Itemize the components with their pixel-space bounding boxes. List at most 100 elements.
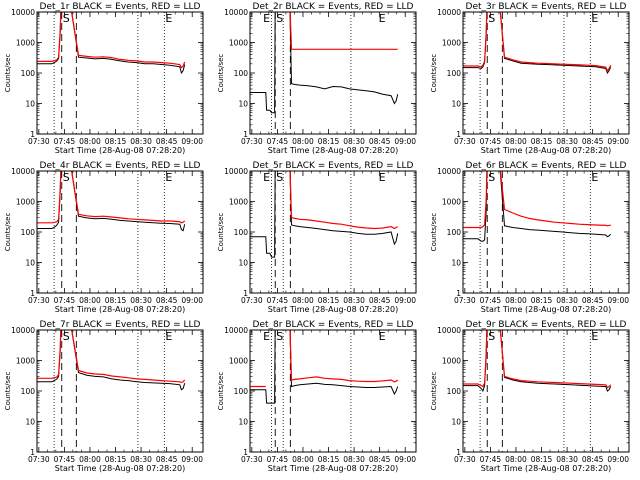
series-line-lld: [463, 330, 612, 389]
x-tick-label: 08:15: [105, 455, 127, 464]
y-tick-label: 1: [30, 448, 35, 457]
y-axis-label: Counts/sec: [217, 372, 225, 411]
x-tick-label: 08:15: [318, 455, 340, 464]
y-tick-label: 1000: [442, 198, 461, 207]
x-tick-label: 08:45: [369, 296, 391, 305]
plot-title: Det_9r BLACK = Events, RED = LLD: [466, 320, 627, 330]
x-tick-label: 09:00: [394, 137, 416, 146]
y-tick-label: 1: [30, 289, 35, 298]
plot-title: Det_8r BLACK = Events, RED = LLD: [253, 320, 414, 330]
y-tick-label: 10000: [11, 167, 35, 176]
x-tick-label: 08:45: [582, 296, 604, 305]
series-line-events: [37, 171, 186, 232]
x-tick-label: 07:30: [241, 296, 263, 305]
event-marker-s: S: [488, 330, 495, 343]
y-tick-label: 1000: [442, 357, 461, 366]
plot-frame: [36, 11, 204, 135]
x-tick-label: 08:45: [156, 455, 178, 464]
x-tick-label: 07:45: [480, 455, 502, 464]
y-tick-label: 1000: [16, 198, 35, 207]
event-marker-e: E: [165, 171, 172, 184]
series-line-lld: [289, 12, 398, 50]
series-line-events: [250, 171, 399, 258]
x-axis-label: Start Time (28-Aug-08 07:28:20): [268, 305, 399, 314]
plot-frame: [249, 329, 417, 453]
series-line-lld: [37, 330, 186, 384]
x-tick-label: 08:15: [318, 296, 340, 305]
y-tick-label: 100: [21, 69, 36, 78]
series-line-lld: [37, 12, 186, 69]
x-tick-label: 08:45: [156, 137, 178, 146]
event-marker-e: E: [263, 330, 270, 343]
plot-panel-1: Det_1r BLACK = Events, RED = LLD Counts/s…: [4, 2, 204, 155]
y-tick-label: 100: [21, 387, 36, 396]
event-marker-e: E: [379, 12, 386, 25]
y-tick-label: 100: [21, 228, 36, 237]
y-tick-label: 1000: [229, 39, 248, 48]
y-axis-label: Counts/sec: [430, 54, 438, 93]
series-line-events: [463, 171, 612, 242]
x-tick-label: 07:30: [28, 455, 50, 464]
x-tick-label: 08:15: [318, 137, 340, 146]
y-tick-label: 10000: [224, 8, 248, 17]
x-tick-label: 08:45: [156, 296, 178, 305]
x-tick-label: 08:45: [582, 137, 604, 146]
x-tick-label: 08:30: [343, 137, 365, 146]
event-marker-e: E: [591, 171, 598, 184]
y-tick-label: 10000: [437, 167, 461, 176]
event-marker-s: S: [276, 330, 283, 343]
x-tick-label: 07:30: [241, 137, 263, 146]
x-tick-label: 07:30: [241, 455, 263, 464]
x-tick-label: 07:30: [454, 137, 476, 146]
x-tick-label: 08:30: [130, 137, 152, 146]
plot-panel-8: Det_8r BLACK = Events, RED = LLD Counts/s…: [217, 320, 417, 473]
x-axis-label: Start Time (28-Aug-08 07:28:20): [55, 305, 186, 314]
x-tick-label: 08:45: [369, 137, 391, 146]
series-line-lld: [463, 12, 612, 72]
x-tick-label: 08:00: [292, 296, 314, 305]
x-tick-label: 09:00: [181, 455, 203, 464]
x-tick-label: 07:30: [454, 296, 476, 305]
event-marker-s: S: [63, 12, 70, 25]
plot-frame: [462, 11, 630, 135]
y-tick-label: 100: [234, 69, 249, 78]
x-tick-label: 08:00: [79, 455, 101, 464]
x-tick-label: 08:00: [292, 455, 314, 464]
y-axis-label: Counts/sec: [217, 54, 225, 93]
event-marker-e: E: [379, 171, 386, 184]
y-tick-label: 10000: [437, 8, 461, 17]
y-tick-label: 10: [451, 259, 461, 268]
series-line-lld: [289, 171, 398, 230]
plot-panel-7: Det_7r BLACK = Events, RED = LLD Counts/s…: [4, 320, 204, 473]
x-axis-label: Start Time (28-Aug-08 07:28:20): [268, 146, 399, 155]
plot-frame: [249, 170, 417, 294]
event-marker-s: S: [63, 171, 70, 184]
x-tick-label: 09:00: [607, 137, 629, 146]
x-tick-label: 08:45: [369, 455, 391, 464]
y-tick-label: 10000: [224, 326, 248, 335]
y-tick-label: 1000: [16, 357, 35, 366]
x-tick-label: 08:15: [105, 137, 127, 146]
x-axis-label: Start Time (28-Aug-08 07:28:20): [481, 146, 612, 155]
event-marker-s: S: [276, 12, 283, 25]
plot-panel-6: Det_6r BLACK = Events, RED = LLD Counts/s…: [430, 161, 630, 314]
event-marker-e: E: [263, 12, 270, 25]
y-axis-label: Counts/sec: [4, 213, 12, 252]
x-tick-label: 09:00: [394, 455, 416, 464]
series-line-lld: [250, 330, 399, 388]
y-tick-label: 10: [238, 418, 248, 427]
event-marker-e: E: [379, 330, 386, 343]
plot-title: Det_1r BLACK = Events, RED = LLD: [40, 2, 201, 12]
x-tick-label: 08:15: [105, 296, 127, 305]
plot-panel-5: Det_5r BLACK = Events, RED = LLD Counts/s…: [217, 161, 417, 314]
y-axis-label: Counts/sec: [4, 54, 12, 93]
x-tick-label: 08:00: [505, 137, 527, 146]
y-axis-label: Counts/sec: [4, 372, 12, 411]
y-tick-label: 1: [243, 289, 248, 298]
x-tick-label: 08:30: [556, 137, 578, 146]
plot-title: Det_5r BLACK = Events, RED = LLD: [253, 161, 414, 171]
y-tick-label: 1000: [16, 39, 35, 48]
plot-frame: [249, 11, 417, 135]
x-axis-label: Start Time (28-Aug-08 07:28:20): [481, 464, 612, 473]
